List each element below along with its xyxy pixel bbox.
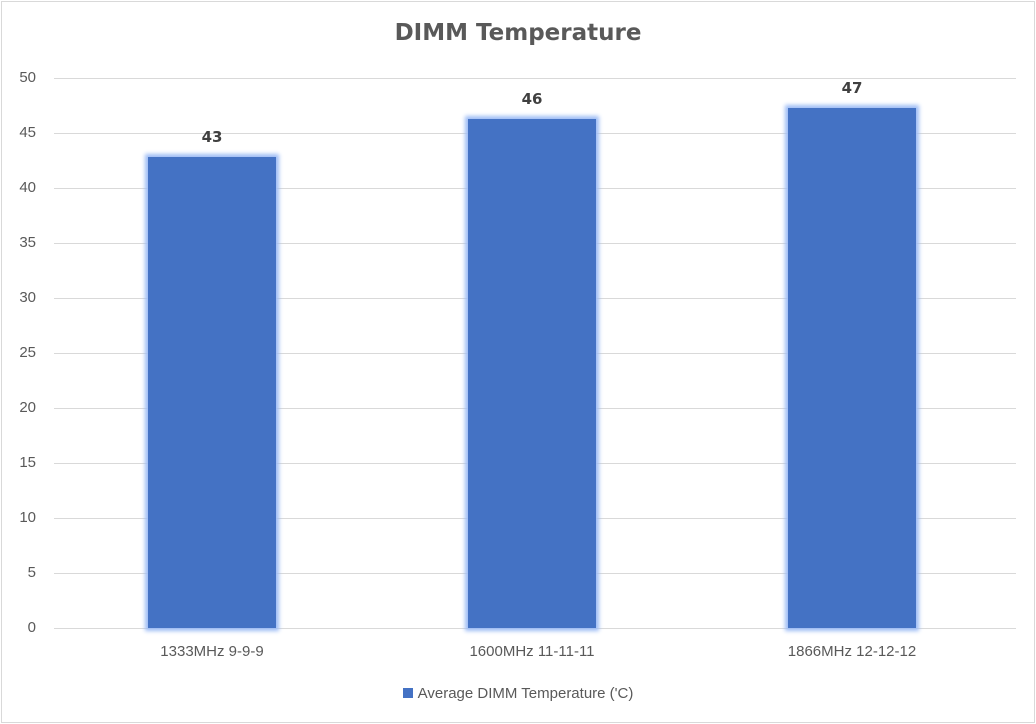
y-tick-label: 50 bbox=[19, 69, 36, 86]
bar bbox=[148, 157, 276, 628]
y-tick-label: 10 bbox=[19, 509, 36, 526]
gridline bbox=[54, 628, 1016, 629]
y-tick-label: 40 bbox=[19, 179, 36, 196]
legend-label: Average DIMM Temperature ('C) bbox=[417, 685, 634, 702]
chart-title: DIMM Temperature bbox=[394, 20, 642, 46]
x-tick-label: 1600MHz 11-11-11 bbox=[469, 643, 595, 660]
y-tick-label: 20 bbox=[19, 399, 36, 416]
y-tick-label: 30 bbox=[19, 289, 36, 306]
legend: Average DIMM Temperature ('C) bbox=[2, 685, 1034, 702]
x-tick-label: 1866MHz 12-12-12 bbox=[787, 643, 917, 660]
y-tick-label: 35 bbox=[19, 234, 36, 251]
y-tick-label: 45 bbox=[19, 124, 36, 141]
y-tick-label: 15 bbox=[19, 454, 36, 471]
y-tick-label: 5 bbox=[27, 564, 36, 581]
bar bbox=[788, 107, 916, 628]
gridline bbox=[54, 78, 1016, 79]
y-tick-label: 25 bbox=[19, 344, 36, 361]
y-tick-label: 0 bbox=[27, 619, 36, 636]
bar bbox=[468, 118, 596, 628]
data-label: 43 bbox=[201, 128, 223, 147]
legend-swatch bbox=[402, 688, 413, 698]
data-label: 47 bbox=[841, 78, 863, 97]
x-tick-label: 1333MHz 9-9-9 bbox=[160, 643, 264, 660]
data-label: 46 bbox=[521, 89, 543, 108]
